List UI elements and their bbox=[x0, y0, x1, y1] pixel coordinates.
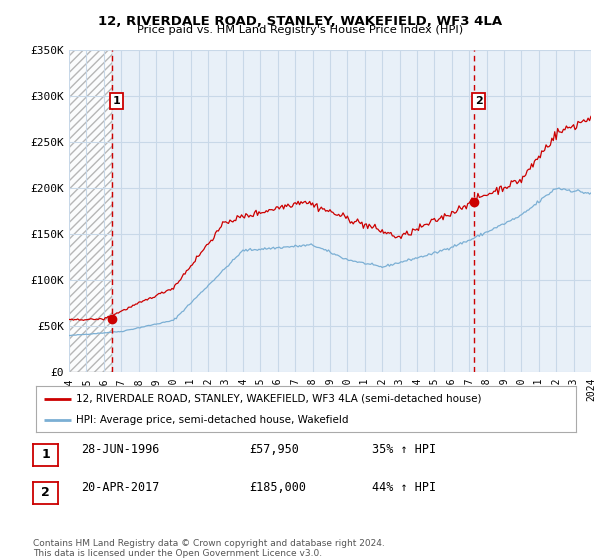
Text: 12, RIVERDALE ROAD, STANLEY, WAKEFIELD, WF3 4LA (semi-detached house): 12, RIVERDALE ROAD, STANLEY, WAKEFIELD, … bbox=[77, 394, 482, 404]
Text: 1: 1 bbox=[113, 96, 121, 106]
Text: £57,950: £57,950 bbox=[249, 442, 299, 456]
Text: HPI: Average price, semi-detached house, Wakefield: HPI: Average price, semi-detached house,… bbox=[77, 415, 349, 425]
Text: Contains HM Land Registry data © Crown copyright and database right 2024.
This d: Contains HM Land Registry data © Crown c… bbox=[33, 539, 385, 558]
Text: Price paid vs. HM Land Registry's House Price Index (HPI): Price paid vs. HM Land Registry's House … bbox=[137, 25, 463, 35]
Text: 28-JUN-1996: 28-JUN-1996 bbox=[81, 442, 160, 456]
Text: 2: 2 bbox=[475, 96, 482, 106]
Text: 20-APR-2017: 20-APR-2017 bbox=[81, 480, 160, 494]
Text: 44% ↑ HPI: 44% ↑ HPI bbox=[372, 480, 436, 494]
Text: £185,000: £185,000 bbox=[249, 480, 306, 494]
Text: 1: 1 bbox=[41, 448, 50, 461]
Text: 35% ↑ HPI: 35% ↑ HPI bbox=[372, 442, 436, 456]
Text: 2: 2 bbox=[41, 486, 50, 500]
Text: 12, RIVERDALE ROAD, STANLEY, WAKEFIELD, WF3 4LA: 12, RIVERDALE ROAD, STANLEY, WAKEFIELD, … bbox=[98, 15, 502, 27]
